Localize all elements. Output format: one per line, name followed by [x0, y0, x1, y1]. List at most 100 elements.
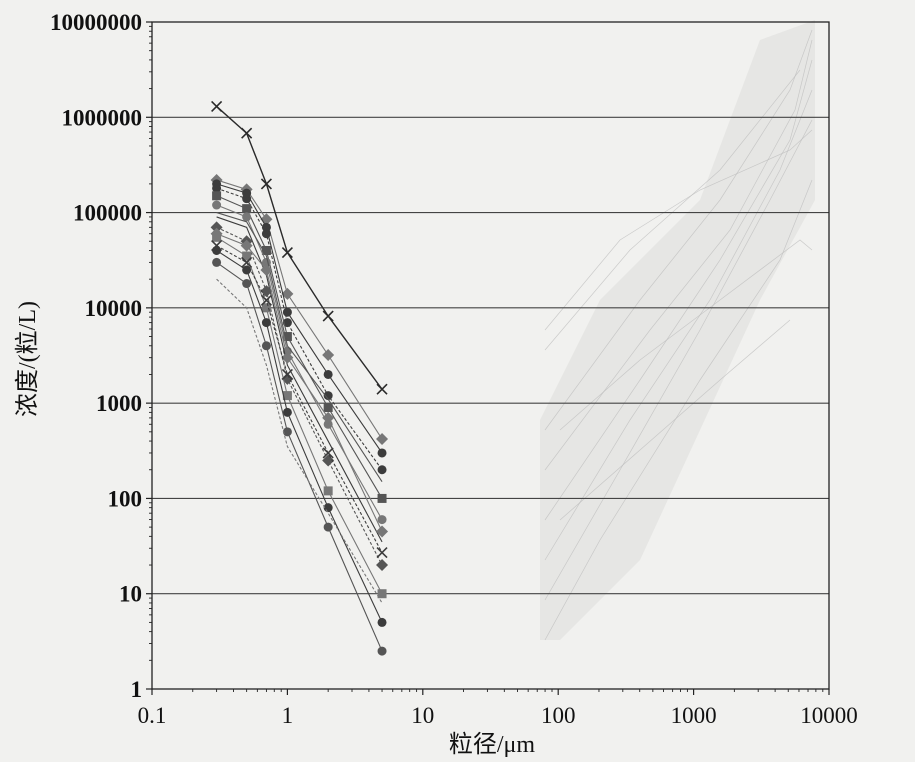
x-tick-label: 100: [541, 703, 576, 728]
data-point: [282, 391, 292, 401]
data-point: [260, 263, 273, 276]
series-13: [216, 212, 383, 482]
data-point: [242, 279, 252, 289]
series-line: [216, 183, 383, 454]
ghost-line: [544, 59, 813, 521]
data-point: [281, 287, 294, 300]
data-point: [261, 245, 271, 255]
data-point: [376, 433, 389, 446]
data-point: [242, 265, 252, 275]
data-point: [282, 318, 292, 328]
data-point: [212, 191, 222, 201]
data-point: [281, 351, 294, 364]
series-15: [211, 240, 388, 559]
data-point: [261, 318, 271, 328]
data-point: [282, 427, 292, 437]
data-point: [377, 515, 387, 525]
data-point: [376, 547, 388, 559]
data-point: [261, 303, 271, 313]
ghost-line: [544, 179, 813, 641]
data-point: [242, 204, 252, 214]
series-line: [216, 278, 383, 604]
series-line: [216, 216, 383, 543]
ghost-line: [544, 29, 813, 431]
series-10: [212, 257, 387, 656]
series-line: [216, 212, 383, 482]
data-point: [323, 403, 333, 413]
series-1: [211, 100, 388, 395]
data-point: [281, 247, 293, 259]
ghost-line: [544, 89, 813, 561]
series-line: [216, 236, 383, 594]
series-line: [216, 261, 383, 652]
data-point: [322, 411, 335, 424]
data-point: [377, 617, 387, 627]
data-point: [242, 188, 252, 198]
data-point: [377, 448, 387, 458]
data-point: [323, 391, 333, 401]
y-axis-label: 浓度/(粒/L): [14, 301, 41, 417]
data-point: [377, 589, 387, 599]
data-point: [322, 310, 334, 322]
data-point: [282, 332, 292, 342]
data-point: [212, 200, 222, 210]
data-point: [260, 178, 272, 190]
series-4: [212, 191, 387, 503]
x-tick-label: 10000: [800, 703, 858, 728]
data-point: [210, 227, 223, 240]
series-line: [216, 245, 383, 553]
axis-tick-marks: [146, 21, 830, 695]
data-point: [323, 486, 333, 496]
x-tick-label: 1: [282, 703, 294, 728]
data-point: [211, 240, 223, 252]
y-tick-label: 100: [108, 486, 143, 511]
ghost-line: [544, 119, 813, 601]
y-tick-labels: 1 10 100 1000 10000 100000 1000000 10000000: [50, 10, 142, 702]
x-axis-label: 粒径/μm: [449, 731, 536, 758]
data-point: [282, 407, 292, 417]
ghost-line: [544, 129, 813, 331]
data-point: [241, 256, 253, 268]
data-point: [376, 383, 388, 395]
ghost-line: [544, 39, 813, 471]
plot-area-frame: [151, 21, 830, 690]
data-point: [212, 179, 222, 189]
series-7: [210, 221, 389, 572]
data-point: [212, 257, 222, 267]
data-point: [211, 100, 223, 112]
data-point: [212, 245, 222, 255]
series-3: [212, 183, 387, 475]
data-point: [322, 447, 334, 459]
y-tick-label: 10: [119, 582, 142, 607]
x-tick-label: 10: [411, 703, 434, 728]
x-tick-label: 0.1: [138, 703, 167, 728]
y-tick-label: 100000: [73, 201, 142, 226]
series-8: [212, 232, 387, 599]
data-point: [210, 221, 223, 234]
series-6: [216, 216, 383, 543]
data-point: [281, 368, 293, 381]
y-tick-label: 1000000: [62, 105, 143, 130]
ghost-line: [559, 239, 813, 431]
bleed-through-ghost: [540, 20, 815, 641]
y-tick-label: 10000: [85, 296, 143, 321]
series-line: [216, 195, 383, 499]
data-point: [323, 522, 333, 532]
y-tick-label: 10000000: [50, 10, 142, 35]
series-9: [212, 245, 387, 627]
ghost-band: [540, 20, 815, 640]
y-tick-label: 1: [131, 677, 143, 702]
data-point: [260, 294, 272, 306]
data-point: [377, 493, 387, 503]
series-line: [216, 105, 383, 390]
data-point: [377, 646, 387, 656]
data-point: [282, 307, 292, 317]
series-line: [216, 233, 383, 532]
series-line: [216, 204, 383, 520]
data-point: [376, 525, 389, 538]
series-14: [210, 227, 389, 538]
data-point: [261, 341, 271, 351]
data-point: [322, 349, 335, 362]
